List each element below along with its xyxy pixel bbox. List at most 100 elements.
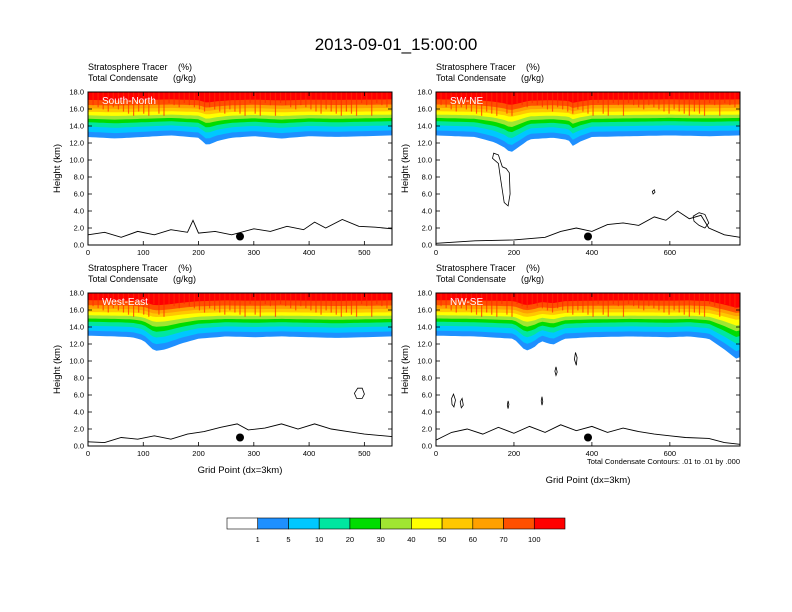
y-tick-label: 10.0 xyxy=(69,357,84,366)
colorbar-label: 100 xyxy=(528,535,541,544)
y-tick-label: 2.0 xyxy=(422,425,432,434)
y-tick-label: 12.0 xyxy=(69,340,84,349)
panels: South-North 0.0 2.0 4.0 6.0 8.0 10.0 12.0 14.0 16… xyxy=(52,62,741,486)
plot-frame xyxy=(87,91,393,246)
panel-nw-se: NW-SE 0.0 2.0 4.0 6.0 8.0 10.0 12.0 14.0 16.0 18.0… xyxy=(400,263,741,486)
panel-sw-ne: SW-NE 0.0 2.0 4.0 6.0 8.0 10.0 12.0 14.0 16.0 18.0… xyxy=(400,62,741,257)
tracer-field xyxy=(88,293,392,444)
figure-title: 2013-09-01_15:00:00 xyxy=(315,35,478,54)
condensate-contour xyxy=(554,366,558,377)
subtitle-tracer-units: (%) xyxy=(526,263,540,273)
subtitle-condensate-units: (g/kg) xyxy=(173,274,196,284)
colorbar-label: 5 xyxy=(286,535,290,544)
y-tick-label: 4.0 xyxy=(422,207,432,216)
condensate-contour xyxy=(459,397,464,409)
y-tick-label: 12.0 xyxy=(417,139,432,148)
subtitle-condensate-units: (g/kg) xyxy=(521,73,544,83)
subtitle-condensate: Total Condensate xyxy=(88,73,158,83)
terrain-line xyxy=(436,424,740,445)
x-tick-label: 200 xyxy=(192,449,205,458)
panel-label: West-East xyxy=(102,297,148,308)
colorbar-swatch xyxy=(472,517,504,530)
subtitle-condensate-units: (g/kg) xyxy=(173,73,196,83)
x-tick-label: 500 xyxy=(358,449,371,458)
y-axis-label: Height (km) xyxy=(52,144,63,193)
colorbar-swatch xyxy=(441,517,474,530)
terrain-line xyxy=(88,423,392,444)
x-tick-label: 300 xyxy=(248,449,261,458)
panel-label: South-North xyxy=(102,96,156,107)
y-axis-label: Height (km) xyxy=(400,144,411,193)
y-tick-label: 10.0 xyxy=(417,156,432,165)
y-tick-label: 8.0 xyxy=(74,173,84,182)
y-tick-label: 8.0 xyxy=(422,374,432,383)
x-axis-label: Grid Point (dx=3km) xyxy=(546,475,631,486)
subtitle-tracer: Stratosphere Tracer xyxy=(88,62,168,72)
panel-west-east: West-East 0.0 2.0 4.0 6.0 8.0 10.0 12.0 14.0 16.0… xyxy=(52,263,393,476)
y-tick-label: 10.0 xyxy=(69,156,84,165)
x-tick-label: 100 xyxy=(137,449,150,458)
condensate-contour xyxy=(573,352,578,366)
colorbar-label: 70 xyxy=(499,535,507,544)
y-tick-label: 12.0 xyxy=(417,340,432,349)
y-tick-label: 2.0 xyxy=(74,224,84,233)
y-tick-label: 2.0 xyxy=(422,224,432,233)
location-marker xyxy=(584,433,592,442)
subtitle-condensate: Total Condensate xyxy=(88,274,158,284)
x-tick-label: 400 xyxy=(586,248,599,257)
tracer-field xyxy=(436,293,740,445)
colorbar-swatch xyxy=(318,517,351,530)
colorbar-swatch xyxy=(380,517,412,530)
y-tick-label: 14.0 xyxy=(417,323,432,332)
x-axis-label: Grid Point (dx=3km) xyxy=(198,465,283,476)
y-tick-label: 0.0 xyxy=(422,442,432,451)
y-tick-label: 6.0 xyxy=(422,190,432,199)
colorbar-label: 40 xyxy=(407,535,415,544)
y-tick-label: 4.0 xyxy=(74,207,84,216)
plot-frame xyxy=(435,292,741,447)
x-tick-label: 200 xyxy=(508,248,521,257)
terrain-line xyxy=(88,219,392,238)
y-tick-label: 18.0 xyxy=(417,289,432,298)
colorbar-label: 30 xyxy=(376,535,384,544)
y-tick-label: 2.0 xyxy=(74,425,84,434)
y-tick-label: 4.0 xyxy=(74,408,84,417)
y-tick-label: 12.0 xyxy=(69,139,84,148)
condensate-contour xyxy=(506,400,510,409)
subtitle-tracer: Stratosphere Tracer xyxy=(436,263,516,273)
condensate-contour xyxy=(451,392,456,408)
x-tick-label: 600 xyxy=(664,449,677,458)
colorbar-label: 50 xyxy=(438,535,446,544)
colorbar-label: 10 xyxy=(315,535,323,544)
subtitle-tracer-units: (%) xyxy=(178,263,192,273)
x-tick-label: 0 xyxy=(434,449,438,458)
condensate-contour xyxy=(540,396,544,406)
panel-label: SW-NE xyxy=(450,96,483,107)
x-tick-label: 300 xyxy=(248,248,261,257)
colorbar-swatch xyxy=(257,517,289,530)
location-marker xyxy=(236,232,244,241)
x-tick-label: 100 xyxy=(137,248,150,257)
subtitle-tracer-units: (%) xyxy=(178,62,192,72)
x-tick-label: 400 xyxy=(586,449,599,458)
colorbar: 1 5 10 20 30 40 50 60 70 100 xyxy=(226,517,566,544)
tracer-field xyxy=(88,92,392,241)
y-tick-label: 18.0 xyxy=(69,88,84,97)
y-tick-label: 16.0 xyxy=(69,105,84,114)
x-tick-label: 200 xyxy=(508,449,521,458)
colorbar-label: 1 xyxy=(256,535,260,544)
y-tick-label: 14.0 xyxy=(69,122,84,131)
colorbar-label: 60 xyxy=(469,535,477,544)
subtitle-tracer-units: (%) xyxy=(526,62,540,72)
y-tick-label: 6.0 xyxy=(422,391,432,400)
y-tick-label: 16.0 xyxy=(69,306,84,315)
y-axis-label: Height (km) xyxy=(52,345,63,394)
contour-footnote: Total Condensate Contours: .01 to .01 by… xyxy=(587,457,740,466)
plot-frame xyxy=(87,292,393,447)
x-tick-label: 0 xyxy=(434,248,438,257)
colorbar-swatch xyxy=(503,517,535,530)
y-tick-label: 16.0 xyxy=(417,105,432,114)
colorbar-swatch xyxy=(226,517,259,530)
x-tick-label: 500 xyxy=(358,248,371,257)
